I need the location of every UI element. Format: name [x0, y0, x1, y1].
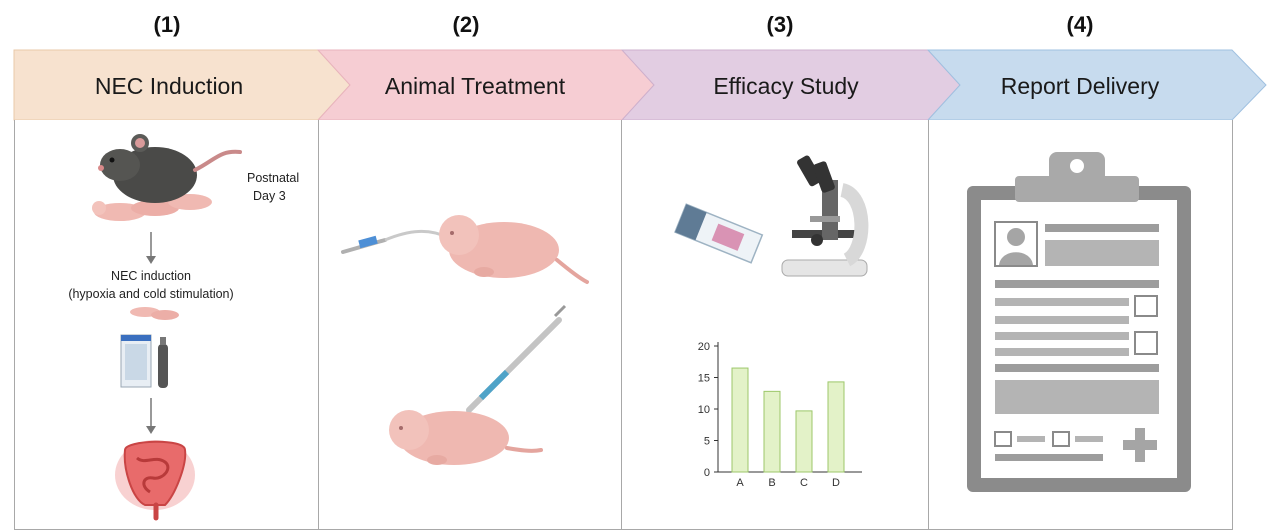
report-block: [995, 380, 1159, 414]
pup-icon-bottom: [389, 410, 543, 465]
incubator-icon: [120, 334, 152, 388]
slide-icon: [674, 203, 764, 264]
chart-y-tick-label: 0: [704, 467, 710, 479]
animal-treatment-illustration: [341, 215, 589, 465]
step-title-4: Report Delivery: [1000, 73, 1160, 99]
report-line: [1017, 436, 1045, 442]
report-clipboard-illustration: [967, 152, 1191, 492]
medical-cross-icon: [1123, 428, 1157, 462]
panel-report-delivery: [928, 120, 1233, 530]
step-title-1: NEC Induction: [94, 73, 244, 99]
small-pups-icon: [130, 307, 179, 320]
process-banner: [13, 49, 1267, 121]
step-number-3: (3): [766, 12, 794, 37]
gas-cylinder-icon: [158, 337, 168, 388]
efficacy-study-illustration: 0 5 10 15 20 A B C D: [674, 155, 869, 489]
step-number-2: (2): [452, 12, 480, 37]
syringe-icon: [458, 304, 567, 421]
report-line: [1075, 436, 1103, 442]
report-checkbox: [1052, 431, 1070, 447]
report-checkbox: [1134, 295, 1158, 317]
panel-nec-induction: Postnatal Day 3 NEC induction (hypoxia a…: [14, 120, 319, 530]
report-checkbox: [1134, 331, 1158, 355]
panel-efficacy-study: 0 5 10 15 20 A B C D: [621, 120, 929, 530]
postnatal-label-line2: Day 3: [253, 189, 286, 203]
step-title-3: Efficacy Study: [713, 73, 859, 99]
report-line: [995, 348, 1129, 356]
report-line: [1045, 224, 1159, 232]
chart-x-tick-label: A: [736, 477, 744, 489]
report-avatar-icon: [994, 221, 1038, 267]
report-line: [995, 364, 1159, 372]
report-line: [995, 280, 1159, 288]
chart-x-tick-label: D: [832, 477, 840, 489]
report-line: [995, 332, 1129, 340]
chart-y-tick-label: 15: [698, 373, 710, 385]
chart-y-tick-label: 20: [698, 341, 710, 353]
bar-chart: 0 5 10 15 20 A B C D: [698, 341, 862, 489]
mouse-icon: [98, 134, 242, 203]
pup-icon-top: [439, 215, 589, 284]
pups-icon: [92, 194, 212, 221]
chart-bar-C: [795, 410, 813, 473]
syringe-tube-icon: [341, 229, 450, 254]
report-line: [995, 454, 1103, 461]
report-line: [995, 316, 1129, 324]
nec-label-line1: NEC induction: [111, 269, 191, 283]
chart-bar-B: [763, 390, 781, 473]
report-line: [995, 298, 1129, 306]
chart-y-tick-label: 10: [698, 404, 710, 416]
intestine-icon: [115, 440, 195, 521]
step-number-1: (1): [153, 12, 181, 37]
chart-bar-A: [731, 367, 749, 473]
chart-x-tick-label: C: [800, 477, 808, 489]
chart-bar-D: [827, 381, 845, 473]
chart-y-tick-label: 5: [704, 436, 710, 448]
nec-label-line2: (hypoxia and cold stimulation): [68, 287, 233, 301]
chart-x-tick-label: B: [768, 477, 775, 489]
step-title-2: Animal Treatment: [384, 73, 566, 99]
nec-induction-illustration: Postnatal Day 3 NEC induction (hypoxia a…: [68, 134, 299, 521]
postnatal-label-line1: Postnatal: [247, 171, 299, 185]
report-block: [1045, 240, 1159, 266]
panel-animal-treatment: [318, 120, 622, 530]
report-checkbox: [994, 431, 1012, 447]
step-number-4: (4): [1066, 12, 1094, 37]
microscope-icon: [781, 155, 869, 277]
